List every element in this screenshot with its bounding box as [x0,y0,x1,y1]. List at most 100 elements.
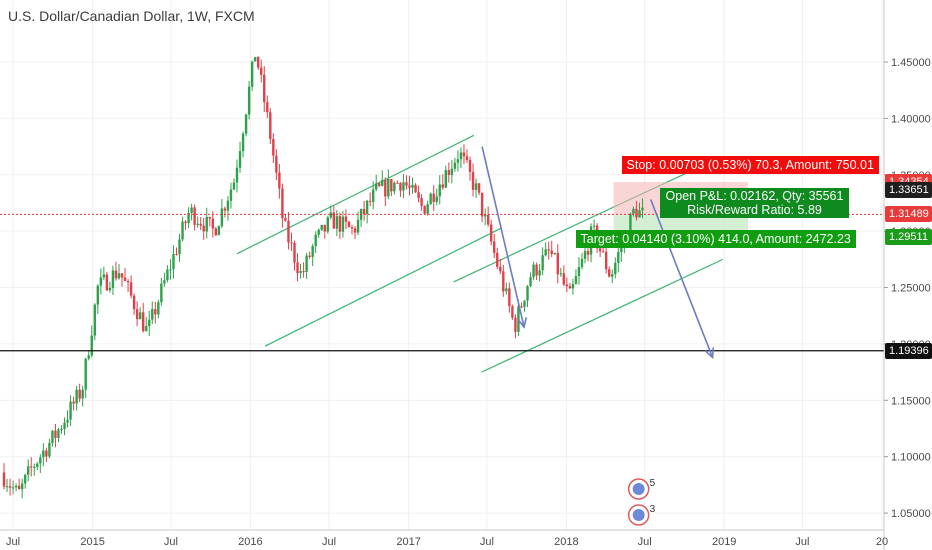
candle-body [617,252,620,263]
candle-body [456,159,460,163]
candle-body [408,185,411,188]
candle-body [5,486,9,488]
time-tick-label: Jul [480,536,494,548]
candle-body [39,457,42,464]
candle-body [172,254,175,270]
time-tick-label: Jul [795,536,809,548]
candle-body [608,269,611,277]
candle-body [238,151,242,168]
candle-body [87,355,90,359]
candle-body [611,274,614,277]
candle-body [417,192,420,199]
candle-body [84,358,87,390]
candle-body [362,209,366,215]
arrow-head [517,317,528,329]
chart-title: U.S. Dollar/Canadian Dollar, 1W, FXCM [8,8,255,24]
candle-body [511,306,514,318]
candle-body [99,277,103,286]
candle-body [559,273,563,275]
candle-body [36,463,39,467]
candle-body [323,224,326,232]
candle-body [486,214,490,225]
candle-body [350,227,354,229]
candle-body [181,221,184,240]
candle-body [353,228,357,233]
candle-body [505,288,508,292]
candle-body [232,182,236,190]
candle-body [229,189,233,201]
candle-body [438,184,441,197]
candle-body [33,466,36,468]
candle-body [402,182,405,191]
candle-body [420,198,423,206]
price-tick-label: 1.15000 [891,395,931,407]
candles [2,56,644,499]
candle-body [311,246,314,257]
candle-body [114,270,118,279]
event-count: 5 [650,478,656,489]
candle-body [223,208,227,211]
time-tick-label: Jul [6,536,20,548]
arrow-shaft [481,146,525,328]
candle-body [148,319,151,327]
candle-body [205,216,208,232]
candle-body [432,193,435,202]
projection-arrows [481,146,715,360]
candle-body [429,193,432,205]
candle-body [14,485,18,488]
time-tick-label: 2016 [238,536,262,548]
candle-body [320,224,323,230]
candle-body [253,57,257,62]
candle-body [299,271,302,274]
candle-body [160,283,163,303]
candle-body [66,419,69,423]
candle-body [8,486,12,488]
candle-body [78,389,81,399]
candle-body [502,271,505,292]
candle-body [411,184,414,188]
time-tick-label: 2015 [80,536,104,548]
candle-body [190,207,193,213]
candle-body [387,179,390,197]
candle-body [187,212,190,224]
risk-reward-text: Risk/Reward Ratio: 5.89 [687,203,822,218]
candle-body [598,248,602,252]
candle-body [75,389,78,404]
candle-body [69,401,72,420]
time-tick-label: Jul [164,536,178,548]
candle-body [450,168,454,175]
grid [0,0,884,530]
candle-body [184,221,187,224]
candle-body [399,183,402,191]
price-tag: 1.31489 [885,206,932,223]
candle-body [275,155,278,173]
candle-body [423,205,426,214]
candle-body [453,162,457,169]
candle-body [54,430,57,438]
event-flag-inner [632,483,645,495]
arrow-head [704,347,715,360]
candle-body [480,192,484,217]
candle-body [405,182,408,186]
candle-body [138,312,142,320]
pnl-label: Open P&L: 0.02162, Qty: 35561 Risk/Rewar… [659,188,850,219]
time-tick-label: 2018 [554,536,578,548]
candle-body [214,228,218,236]
candle-body [378,183,381,186]
candle-body [483,214,487,217]
candle-body [604,251,608,270]
candle-body [580,258,584,268]
candle-body [329,212,333,218]
candle-body [193,207,196,225]
candle-body [90,335,93,356]
candle-body [577,267,581,277]
candle-body [145,326,148,332]
candle-body [556,253,559,275]
candle-body [471,171,475,190]
price-tick-label: 1.25000 [891,283,931,295]
candle-body [151,309,154,320]
candle-body [272,139,275,156]
candle-body [565,284,569,287]
candle-body [620,246,623,253]
